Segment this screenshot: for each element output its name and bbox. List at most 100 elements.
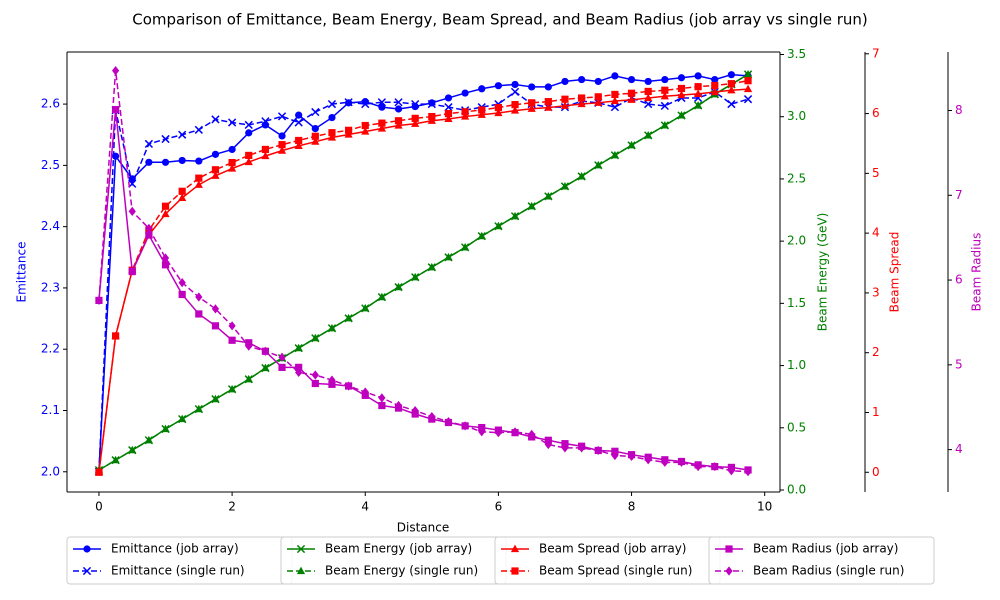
marker bbox=[378, 119, 386, 127]
marker bbox=[561, 95, 569, 103]
legend-item: Beam Spread (job array) bbox=[501, 542, 686, 556]
marker bbox=[178, 130, 187, 139]
marker bbox=[83, 545, 91, 553]
marker bbox=[245, 341, 253, 351]
marker bbox=[544, 191, 553, 200]
y-tick-label: 3.0 bbox=[787, 109, 806, 123]
marker bbox=[195, 292, 203, 302]
marker bbox=[111, 106, 120, 114]
marker bbox=[510, 87, 520, 96]
marker bbox=[194, 180, 203, 188]
marker bbox=[328, 129, 336, 137]
marker bbox=[228, 321, 236, 331]
x-tick-label: 2 bbox=[228, 500, 236, 514]
marker bbox=[111, 66, 120, 76]
marker bbox=[311, 379, 319, 388]
marker bbox=[477, 110, 486, 118]
y-tick-label: 2.0 bbox=[41, 464, 60, 478]
marker bbox=[261, 121, 269, 129]
marker bbox=[178, 193, 187, 201]
marker bbox=[227, 118, 237, 127]
marker bbox=[710, 87, 719, 96]
marker bbox=[178, 156, 186, 165]
marker-stroke bbox=[660, 101, 669, 111]
marker bbox=[661, 86, 669, 94]
legend-label: Beam Spread (single run) bbox=[539, 564, 692, 578]
legend-label: Beam Spread (job array) bbox=[539, 542, 686, 556]
marker bbox=[394, 117, 403, 125]
y-tick-label: 0 bbox=[872, 465, 880, 479]
marker bbox=[444, 417, 453, 427]
marker bbox=[161, 424, 170, 433]
x-tick-label: 10 bbox=[757, 500, 772, 514]
marker bbox=[411, 114, 419, 122]
marker bbox=[245, 129, 253, 137]
legend-label: Beam Energy (job array) bbox=[325, 542, 472, 556]
marker bbox=[694, 461, 702, 472]
marker bbox=[411, 406, 419, 416]
marker bbox=[594, 77, 602, 86]
marker-stroke bbox=[344, 98, 353, 107]
y-tick-label: 2.5 bbox=[787, 171, 806, 185]
marker bbox=[560, 181, 570, 190]
marker bbox=[327, 133, 337, 141]
marker bbox=[394, 400, 403, 411]
marker bbox=[561, 77, 569, 86]
marker bbox=[195, 310, 203, 318]
marker bbox=[528, 83, 536, 91]
marker bbox=[727, 99, 736, 109]
marker bbox=[144, 139, 154, 149]
marker bbox=[661, 457, 669, 467]
marker bbox=[428, 411, 436, 422]
marker bbox=[594, 160, 603, 169]
marker bbox=[511, 101, 519, 109]
marker bbox=[711, 461, 719, 472]
marker bbox=[161, 209, 170, 218]
marker bbox=[644, 455, 652, 465]
marker bbox=[95, 295, 103, 306]
marker bbox=[311, 333, 320, 342]
marker bbox=[261, 117, 270, 126]
marker bbox=[211, 171, 220, 179]
marker bbox=[727, 466, 736, 476]
y-tick-label: 1.0 bbox=[787, 358, 806, 372]
y-axis-label: Emittance bbox=[15, 242, 29, 303]
marker bbox=[660, 101, 669, 111]
marker bbox=[594, 93, 602, 101]
legend-item: Emittance (job array) bbox=[73, 542, 239, 556]
marker bbox=[311, 132, 319, 140]
marker bbox=[261, 145, 269, 154]
marker bbox=[278, 363, 286, 371]
marker bbox=[494, 428, 502, 438]
marker bbox=[661, 75, 669, 84]
marker bbox=[128, 445, 137, 454]
marker bbox=[228, 336, 236, 344]
marker bbox=[478, 427, 486, 437]
marker bbox=[194, 125, 203, 134]
marker bbox=[311, 370, 319, 380]
marker bbox=[294, 118, 303, 127]
marker bbox=[361, 127, 370, 135]
marker bbox=[161, 253, 170, 263]
marker bbox=[278, 132, 286, 140]
x-tick-label: 6 bbox=[495, 500, 503, 514]
legend-label: Emittance (job array) bbox=[111, 542, 239, 556]
marker bbox=[444, 252, 453, 261]
marker bbox=[644, 99, 653, 109]
marker bbox=[361, 121, 369, 130]
y-tick-label: 3 bbox=[872, 285, 880, 299]
legend-frame bbox=[708, 536, 935, 585]
y-tick-label: 2.1 bbox=[41, 403, 60, 417]
marker bbox=[561, 443, 569, 453]
marker bbox=[128, 175, 136, 183]
marker bbox=[544, 98, 552, 106]
marker-stroke bbox=[727, 99, 736, 109]
marker bbox=[377, 98, 387, 107]
legend-item: Beam Radius (single run) bbox=[715, 564, 904, 578]
marker bbox=[327, 323, 337, 332]
y-tick-label: 2 bbox=[872, 345, 880, 359]
marker bbox=[594, 98, 603, 106]
marker bbox=[277, 146, 287, 154]
marker bbox=[195, 157, 203, 165]
